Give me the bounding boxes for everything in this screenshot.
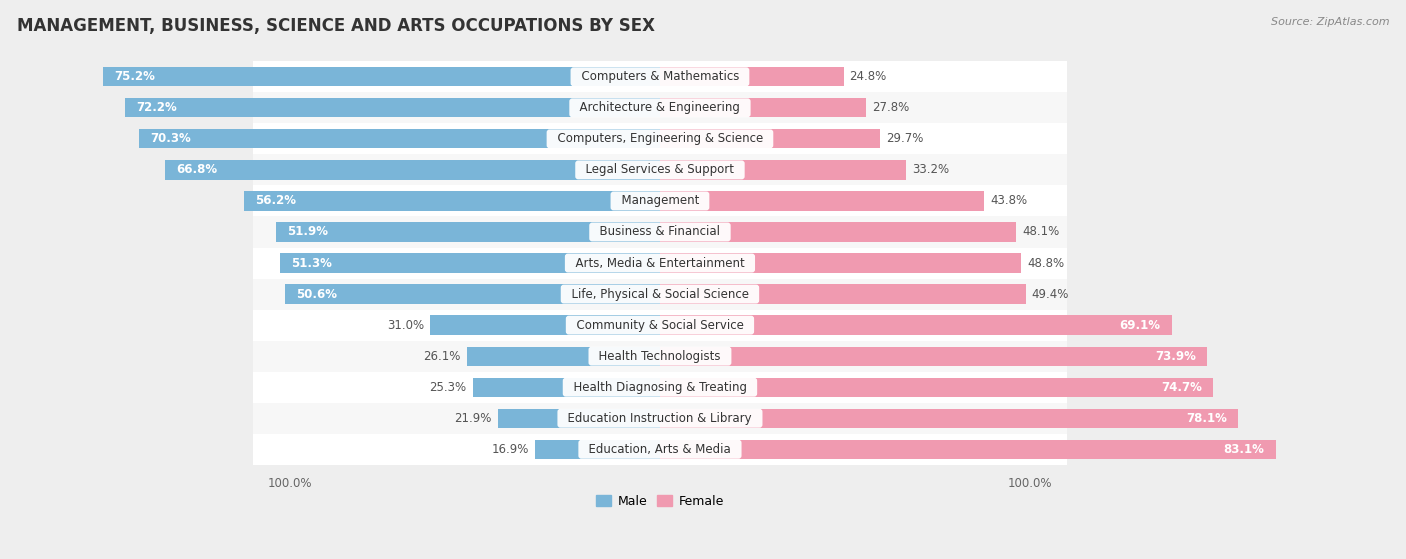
Bar: [659, 439, 1275, 459]
Text: Computers, Engineering & Science: Computers, Engineering & Science: [550, 132, 770, 145]
Text: 33.2%: 33.2%: [912, 163, 949, 177]
Text: Legal Services & Support: Legal Services & Support: [578, 163, 742, 177]
Bar: [253, 278, 1067, 310]
Text: 51.9%: 51.9%: [287, 225, 328, 239]
Text: 83.1%: 83.1%: [1223, 443, 1264, 456]
Text: 51.3%: 51.3%: [291, 257, 332, 269]
Bar: [659, 315, 1171, 335]
Bar: [467, 347, 659, 366]
Bar: [165, 160, 659, 179]
Text: MANAGEMENT, BUSINESS, SCIENCE AND ARTS OCCUPATIONS BY SEX: MANAGEMENT, BUSINESS, SCIENCE AND ARTS O…: [17, 17, 655, 35]
Text: Education, Arts & Media: Education, Arts & Media: [581, 443, 738, 456]
Bar: [253, 372, 1067, 402]
Bar: [659, 377, 1213, 397]
Bar: [276, 222, 659, 241]
Bar: [253, 216, 1067, 248]
Text: 69.1%: 69.1%: [1119, 319, 1161, 331]
Bar: [659, 67, 844, 87]
Text: 74.7%: 74.7%: [1161, 381, 1202, 394]
Text: Arts, Media & Entertainment: Arts, Media & Entertainment: [568, 257, 752, 269]
Bar: [659, 285, 1026, 304]
Text: 29.7%: 29.7%: [886, 132, 924, 145]
Text: 48.1%: 48.1%: [1022, 225, 1060, 239]
Text: Health Diagnosing & Treating: Health Diagnosing & Treating: [565, 381, 754, 394]
Text: 78.1%: 78.1%: [1187, 412, 1227, 425]
Bar: [125, 98, 659, 117]
Bar: [472, 377, 659, 397]
Text: 72.2%: 72.2%: [136, 101, 177, 115]
Text: 49.4%: 49.4%: [1032, 287, 1069, 301]
Bar: [103, 67, 659, 87]
Text: Life, Physical & Social Science: Life, Physical & Social Science: [564, 287, 756, 301]
Text: 75.2%: 75.2%: [114, 70, 155, 83]
Text: 48.8%: 48.8%: [1028, 257, 1064, 269]
Bar: [659, 222, 1017, 241]
Bar: [430, 315, 659, 335]
Bar: [253, 310, 1067, 340]
Bar: [659, 160, 905, 179]
Text: 66.8%: 66.8%: [176, 163, 218, 177]
Bar: [285, 285, 659, 304]
Bar: [498, 409, 659, 428]
Text: 73.9%: 73.9%: [1156, 349, 1197, 363]
Text: Education Instruction & Library: Education Instruction & Library: [561, 412, 759, 425]
Text: Health Technologists: Health Technologists: [592, 349, 728, 363]
Bar: [659, 347, 1208, 366]
Text: Business & Financial: Business & Financial: [592, 225, 728, 239]
Bar: [253, 402, 1067, 434]
Bar: [253, 186, 1067, 216]
Text: Architecture & Engineering: Architecture & Engineering: [572, 101, 748, 115]
Text: 31.0%: 31.0%: [387, 319, 425, 331]
Bar: [534, 439, 659, 459]
Text: 56.2%: 56.2%: [254, 195, 295, 207]
Bar: [253, 92, 1067, 124]
Text: 43.8%: 43.8%: [990, 195, 1028, 207]
Bar: [659, 409, 1239, 428]
Bar: [253, 124, 1067, 154]
Text: 21.9%: 21.9%: [454, 412, 492, 425]
Bar: [243, 191, 659, 211]
Text: 26.1%: 26.1%: [423, 349, 461, 363]
Text: Source: ZipAtlas.com: Source: ZipAtlas.com: [1271, 17, 1389, 27]
Text: 24.8%: 24.8%: [849, 70, 887, 83]
Bar: [659, 129, 880, 149]
Bar: [280, 253, 659, 273]
Bar: [659, 98, 866, 117]
Text: 50.6%: 50.6%: [297, 287, 337, 301]
Text: 70.3%: 70.3%: [150, 132, 191, 145]
Legend: Male, Female: Male, Female: [591, 490, 728, 513]
Text: Management: Management: [613, 195, 706, 207]
Bar: [659, 253, 1021, 273]
Text: 16.9%: 16.9%: [492, 443, 529, 456]
Bar: [253, 61, 1067, 92]
Bar: [253, 340, 1067, 372]
Bar: [253, 248, 1067, 278]
Text: 27.8%: 27.8%: [872, 101, 910, 115]
Text: Computers & Mathematics: Computers & Mathematics: [574, 70, 747, 83]
Text: Community & Social Service: Community & Social Service: [569, 319, 751, 331]
Bar: [253, 154, 1067, 186]
Bar: [659, 191, 984, 211]
Text: 25.3%: 25.3%: [429, 381, 467, 394]
Bar: [139, 129, 659, 149]
Bar: [253, 434, 1067, 465]
